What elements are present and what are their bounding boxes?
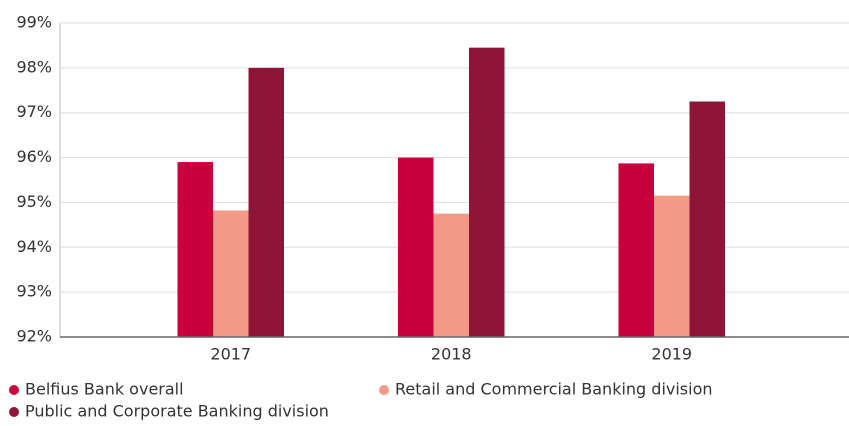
bar <box>213 210 249 337</box>
y-tick-label: 95% <box>16 192 52 211</box>
legend-marker <box>9 407 19 417</box>
y-tick-label: 98% <box>16 57 52 76</box>
legend-marker <box>379 385 389 395</box>
y-tick-label: 92% <box>16 327 52 346</box>
legend-label: Public and Corporate Banking division <box>25 402 329 421</box>
x-tick-label: 2018 <box>431 345 472 364</box>
x-tick-label: 2017 <box>210 345 251 364</box>
bar <box>248 67 284 337</box>
legend-label: Retail and Commercial Banking division <box>395 380 713 399</box>
bar <box>618 163 654 337</box>
legend-marker <box>9 385 19 395</box>
bar <box>654 195 690 337</box>
y-tick-label: 97% <box>16 102 52 121</box>
legend-label: Belfius Bank overall <box>25 380 184 399</box>
y-tick-label: 99% <box>16 13 52 32</box>
x-tick-label: 2019 <box>651 345 692 364</box>
y-tick-label: 94% <box>16 237 52 256</box>
y-tick-label: 93% <box>16 282 52 301</box>
y-tick-label: 96% <box>16 147 52 166</box>
bar <box>433 213 469 337</box>
bar <box>177 162 213 337</box>
bar <box>398 157 434 337</box>
bar <box>689 101 725 337</box>
bar <box>469 47 505 338</box>
